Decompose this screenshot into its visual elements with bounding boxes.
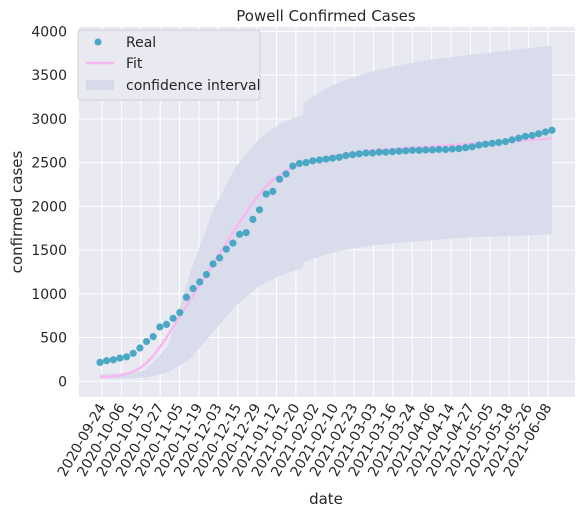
- real-data-point: [362, 149, 370, 157]
- real-data-point: [395, 147, 403, 155]
- real-data-point: [169, 314, 177, 322]
- y-tick-label: 500: [40, 331, 67, 347]
- real-data-point: [209, 260, 217, 268]
- legend-ci-label: confidence interval: [126, 78, 260, 94]
- real-data-point: [515, 134, 523, 142]
- confidence-band: [100, 45, 552, 379]
- real-data-point: [176, 309, 184, 317]
- real-data-point: [501, 138, 510, 146]
- real-data-point: [282, 170, 290, 178]
- real-data-point: [508, 136, 516, 144]
- real-data-point: [355, 150, 363, 158]
- real-data-point: [375, 148, 383, 156]
- x-tick-labels: 2020-09-242020-10-062020-10-152020-10-27…: [55, 401, 556, 480]
- legend-real-marker: [94, 38, 102, 46]
- real-data-point: [149, 333, 157, 341]
- real-data-point: [309, 157, 317, 165]
- real-data-point: [216, 254, 224, 262]
- real-data-point: [156, 323, 164, 331]
- real-data-point: [475, 141, 483, 149]
- real-data-point: [222, 245, 230, 253]
- real-data-point: [422, 146, 430, 154]
- y-tick-label: 3000: [31, 112, 67, 128]
- real-data-point: [289, 162, 297, 170]
- real-data-point: [249, 215, 257, 223]
- real-data-point: [455, 145, 463, 153]
- legend-fit-label: Fit: [126, 56, 143, 72]
- real-data-point: [315, 156, 323, 164]
- real-data-point: [229, 239, 237, 247]
- y-tick-label: 1000: [31, 287, 67, 303]
- real-data-point: [402, 147, 410, 155]
- real-data-point: [488, 139, 496, 147]
- real-data-point: [329, 154, 337, 162]
- real-data-point: [442, 145, 450, 154]
- real-data-point: [322, 155, 330, 163]
- real-data-point: [468, 143, 476, 151]
- chart-title: Powell Confirmed Cases: [236, 7, 416, 25]
- legend-real-label: Real: [126, 35, 156, 51]
- legend-ci-swatch: [86, 80, 114, 90]
- y-tick-label: 4000: [31, 24, 67, 40]
- real-data-point: [202, 270, 210, 279]
- real-data-point: [142, 337, 151, 346]
- y-tick-label: 0: [58, 374, 67, 390]
- y-tick-labels: 0 500 1000 1500 2000 2500 3000 3500 4000: [31, 24, 67, 390]
- real-data-point: [382, 148, 390, 156]
- y-tick-label: 2500: [31, 156, 67, 172]
- real-data-point: [103, 357, 111, 365]
- x-axis-title: date: [309, 490, 343, 508]
- real-data-point: [368, 149, 377, 157]
- confidence-band-layer: [100, 45, 552, 379]
- real-data-point: [462, 144, 470, 152]
- real-data-point: [548, 126, 556, 134]
- real-data-point: [189, 284, 197, 293]
- real-data-point: [129, 349, 137, 357]
- real-data-point: [408, 146, 416, 154]
- real-data-point: [123, 353, 131, 361]
- real-data-point: [182, 293, 190, 301]
- real-data-point: [528, 131, 536, 140]
- real-data-point: [269, 187, 277, 195]
- y-axis-title: confirmed cases: [8, 150, 26, 273]
- real-data-point: [255, 206, 264, 214]
- real-data-point: [136, 344, 144, 352]
- y-tick-label: 1500: [31, 243, 67, 259]
- real-data-point: [162, 320, 171, 328]
- real-data-point: [342, 152, 350, 160]
- real-data-point: [109, 356, 117, 364]
- legend: Real Fit confidence interval: [77, 29, 261, 101]
- real-data-point: [388, 148, 397, 156]
- y-tick-label: 3500: [31, 68, 67, 84]
- real-data-point: [535, 130, 543, 138]
- real-data-point: [481, 140, 490, 148]
- real-data-point: [415, 146, 423, 154]
- legend-box: [77, 29, 261, 101]
- real-data-point: [521, 132, 530, 140]
- real-data-point: [116, 354, 124, 362]
- real-data-point: [302, 159, 310, 167]
- real-data-point: [448, 145, 456, 153]
- real-data-point: [196, 278, 204, 286]
- real-data-point: [242, 229, 250, 237]
- real-data-point: [541, 128, 550, 136]
- real-data-point: [435, 145, 443, 154]
- real-data-point: [96, 358, 104, 366]
- real-data-point: [295, 159, 303, 168]
- real-data-point: [262, 190, 270, 198]
- real-data-point: [495, 138, 503, 147]
- real-points-layer: [96, 126, 556, 366]
- real-data-point: [275, 175, 284, 183]
- real-data-point: [349, 151, 357, 159]
- real-data-point: [428, 146, 436, 154]
- y-tick-label: 2000: [31, 199, 67, 215]
- real-data-point: [236, 230, 244, 238]
- real-data-point: [335, 153, 343, 161]
